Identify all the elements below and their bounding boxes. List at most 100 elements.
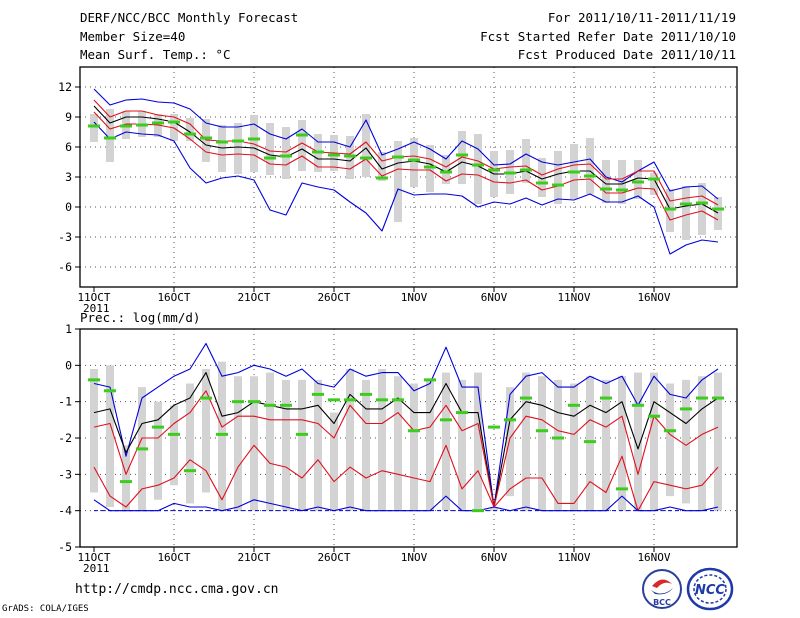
temp-spread-box [282, 127, 290, 179]
prec-spread-box [490, 507, 498, 511]
prec-observed-mark [424, 378, 436, 382]
prec-observed-mark [568, 403, 580, 407]
prec-xtick-label: 11OCT [77, 551, 110, 564]
prec-observed-mark [664, 429, 676, 433]
prec-observed-mark [648, 414, 660, 418]
temp-observed-mark [360, 156, 372, 160]
prec-spread-box [298, 379, 306, 511]
prec-series-min [93, 495, 719, 512]
prec-observed-mark [280, 403, 292, 407]
prec-frame [79, 328, 738, 548]
prec-chart: 1 0 -1 -2 -3 -4 -5 11OCT 16OCT 21OCT 26OCT 1NOV 6NOV… [58, 322, 738, 575]
prec-observed-mark [536, 429, 548, 433]
prec-spread-box [698, 376, 706, 511]
temp-chart: 12 9 6 3 0 -3 -6 11OCT 16OCT 21OCT 26OCT 1NOV 6NOV 11… [58, 66, 738, 315]
prec-observed-mark [392, 398, 404, 402]
temp-spread-box [634, 160, 642, 199]
temp-observed-mark [488, 168, 500, 172]
temp-observed-mark [312, 150, 324, 154]
prec-xtick-label: 21OCT [237, 551, 270, 564]
prec-observed-mark [552, 436, 564, 440]
temp-observed-mark [520, 168, 532, 172]
prec-spread-box [442, 372, 450, 511]
temp-ytick-label: 3 [65, 170, 72, 184]
prec-observed-mark [248, 400, 260, 404]
prec-observed-mark [440, 418, 452, 422]
temp-ytick-label: -6 [58, 260, 72, 274]
temp-observed-mark [168, 120, 180, 124]
temp-spread-box [682, 186, 690, 240]
prec-series-mean [93, 372, 719, 508]
fcst-started-date: Fcst Started Refer Date 2011/10/10 [480, 29, 736, 44]
temp-observed-mark [600, 187, 612, 191]
prec-spread-box [314, 379, 322, 511]
temp-spread-box [586, 138, 594, 194]
prec-xtick-label: 11NOV [557, 551, 590, 564]
prec-observed-mark [328, 398, 340, 402]
temp-observed-mark [680, 202, 692, 206]
temp-spread-box [538, 158, 546, 197]
temp-spread-box [650, 173, 658, 195]
prec-observed-mark [232, 400, 244, 404]
prec-ytick-label: -3 [58, 467, 72, 481]
prec-ytick-label: -5 [58, 540, 72, 554]
temp-ytick-label: 12 [58, 80, 72, 94]
temp-xtick-label: 16OCT [157, 291, 190, 304]
temp-frame [79, 66, 738, 288]
prec-spread-box [714, 372, 722, 511]
prec-spread-box [666, 383, 674, 497]
temp-observed-mark [408, 158, 420, 162]
temp-spread-box [106, 109, 114, 162]
temp-xtick-label: 21OCT [237, 291, 270, 304]
prec-spread-box [250, 376, 258, 511]
prec-observed-mark [600, 396, 612, 400]
temp-xtick-label: 26OCT [317, 291, 350, 304]
temp-observed-mark [504, 171, 516, 175]
prec-observed-mark [680, 407, 692, 411]
prec-xtick-label: 16OCT [157, 551, 190, 564]
temp-observed-mark [328, 153, 340, 157]
prec-spread-box [266, 372, 274, 511]
temp-observed-mark [88, 124, 100, 128]
prec-spread-box [170, 405, 178, 486]
prec-observed-mark [616, 487, 628, 491]
temp-series-min [93, 121, 719, 255]
temp-spread-box [698, 183, 706, 235]
prec-ytick-label: -4 [58, 504, 72, 518]
prec-observed-mark [712, 396, 724, 400]
prec-spread-box [426, 379, 434, 511]
prec-observed-mark [312, 392, 324, 396]
forecast-period: For 2011/10/11-2011/11/19 [547, 10, 736, 25]
temp-observed-mark [664, 207, 676, 211]
temp-observed-mark [456, 153, 468, 157]
prec-observed-mark [296, 432, 308, 436]
prec-spread-box [330, 412, 338, 511]
temp-observed-mark [264, 156, 276, 160]
prec-observed-mark [472, 509, 484, 513]
ncc-logo: NCC [686, 567, 734, 611]
prec-year-label: 2011 [83, 562, 110, 575]
temp-observed-mark [136, 123, 148, 127]
temp-ytick-label: -3 [58, 230, 72, 244]
temp-observed-mark [712, 207, 724, 211]
prec-spread-box [378, 368, 386, 511]
prec-observed-mark [408, 429, 420, 433]
temp-observed-mark [616, 188, 628, 192]
prec-spread-box [186, 383, 194, 504]
temp-spread-box [442, 155, 450, 184]
bcc-logo: BCC [642, 569, 682, 609]
prec-ytick-label: -1 [58, 395, 72, 409]
temp-spread-box [186, 118, 194, 141]
prec-spread-box [362, 379, 370, 511]
prec-observed-mark [520, 396, 532, 400]
source-url[interactable]: http://cmdp.ncc.cma.gov.cn [75, 582, 279, 597]
temp-ytick-label: 6 [65, 140, 72, 154]
prec-series-20pct [93, 444, 719, 512]
prec-spread-box [570, 383, 578, 511]
prec-observed-mark [344, 398, 356, 402]
prec-observed-mark [120, 480, 132, 484]
temp-observed-mark [472, 163, 484, 167]
temp-observed-mark [648, 177, 660, 181]
prec-spread-box [122, 445, 130, 511]
